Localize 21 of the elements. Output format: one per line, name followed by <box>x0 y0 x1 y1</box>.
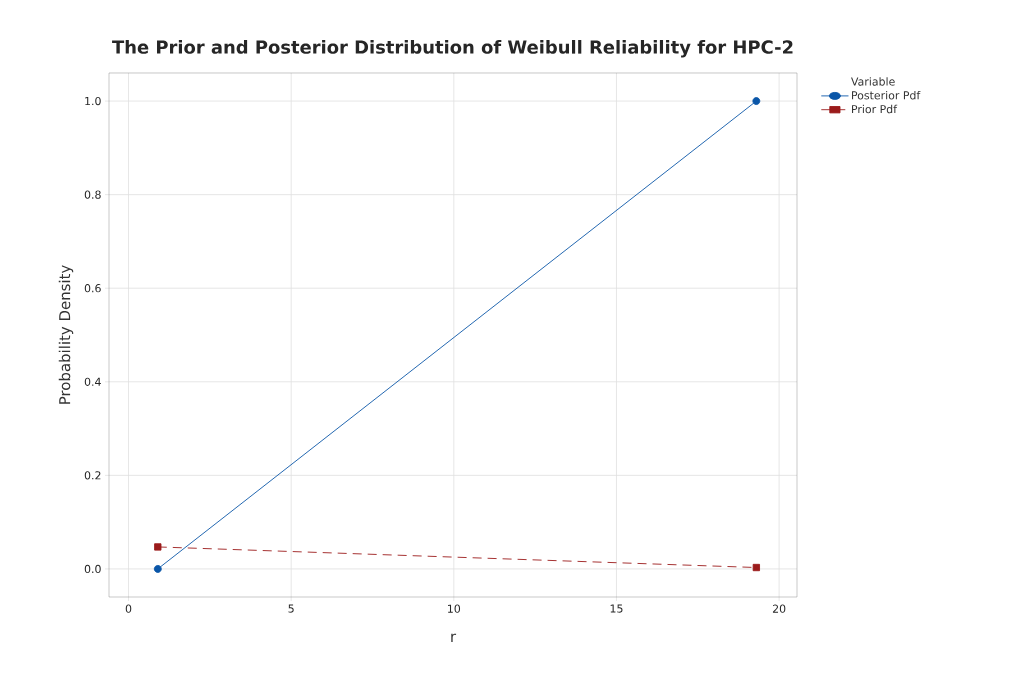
x-tick-label: 10 <box>448 604 461 613</box>
x-axis-title: r <box>451 633 457 643</box>
legend-label: Posterior Pdf <box>852 90 921 100</box>
legend-label: Prior Pdf <box>852 104 898 114</box>
point <box>752 563 760 572</box>
x-tick-label: 5 <box>288 604 294 613</box>
legend-title: Variable <box>851 77 895 86</box>
y-tick-label: 0.2 <box>84 471 101 480</box>
x-tick-label: 0 <box>125 604 132 613</box>
point <box>752 97 761 105</box>
y-tick-label: 1.0 <box>85 96 101 106</box>
y-tick-label: 0.4 <box>84 377 101 386</box>
y-tick-label: 0.6 <box>84 284 101 293</box>
point <box>154 543 162 551</box>
x-tick-label: 20 <box>772 604 786 613</box>
x-tick-label: 15 <box>610 604 623 613</box>
y-axis-title: Probability Density <box>58 265 74 404</box>
chart-title: The Prior and Posterior Distribution of Weibull Reliability for HPC-2 <box>112 40 793 58</box>
y-tick-label: 0.0 <box>84 564 101 574</box>
y-tick-label: 0.8 <box>84 190 101 199</box>
point <box>153 564 162 573</box>
